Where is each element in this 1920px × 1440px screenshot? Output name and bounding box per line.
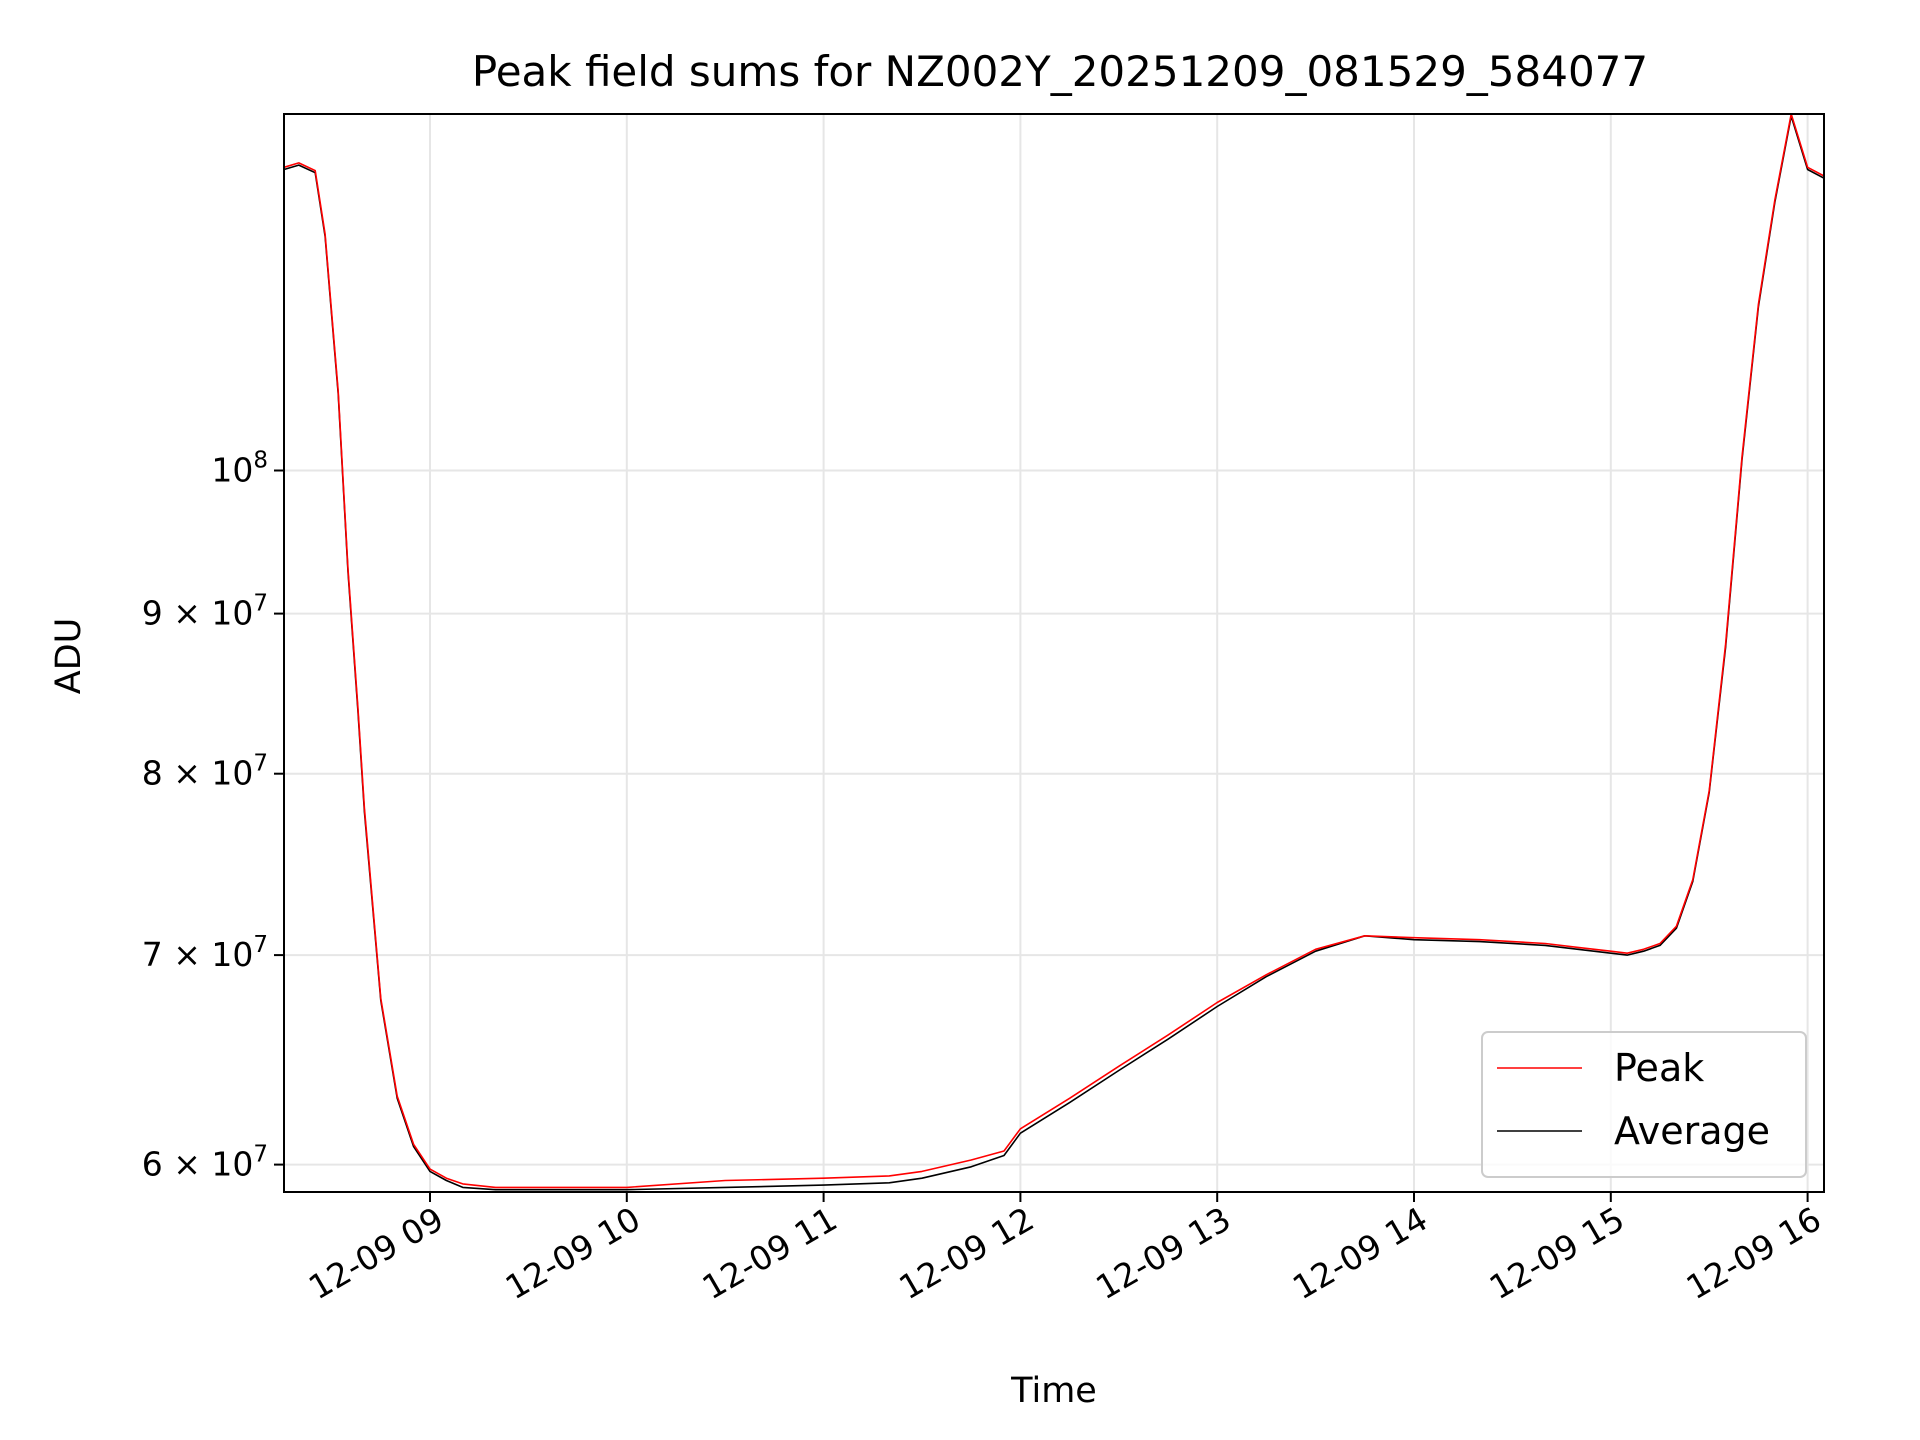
y-tick-label: 108 — [211, 448, 268, 490]
y-tick-label: 8 × 107 — [142, 751, 268, 793]
x-axis-label: Time — [1010, 1371, 1097, 1411]
legend: Peak Average — [1481, 1031, 1807, 1178]
x-tick-label: 12-09 09 — [302, 1199, 450, 1307]
legend-average-label: Average — [1614, 1109, 1770, 1153]
series-lines — [283, 113, 1825, 1191]
legend-peak-label: Peak — [1614, 1046, 1704, 1090]
plot-frame — [283, 113, 1825, 1193]
x-tick-label: 12-09 15 — [1483, 1199, 1631, 1307]
x-tick-label: 12-09 11 — [696, 1199, 844, 1307]
x-tick-label: 12-09 14 — [1286, 1199, 1434, 1307]
x-tick-label: 12-09 12 — [892, 1199, 1040, 1307]
y-tick-label: 9 × 107 — [142, 591, 268, 633]
x-tick-label: 12-09 13 — [1089, 1199, 1237, 1307]
y-tick-label: 6 × 107 — [142, 1142, 268, 1184]
series-line-peak — [283, 113, 1825, 1189]
y-axis: 6 × 107 7 × 107 8 × 107 9 × 107 108 — [142, 448, 284, 1184]
series-line-average — [283, 115, 1825, 1191]
chart-title: Peak field sums for NZ002Y_20251209_0815… — [472, 47, 1648, 96]
x-axis: 12-09 09 12-09 10 12-09 11 12-09 12 12-09 13… — [302, 1192, 1828, 1307]
grid — [284, 114, 1824, 1192]
y-axis-label: ADU — [49, 618, 89, 695]
x-tick-label: 12-09 10 — [499, 1199, 647, 1307]
x-tick-label: 12-09 16 — [1680, 1199, 1828, 1307]
y-tick-label: 7 × 107 — [142, 932, 268, 974]
